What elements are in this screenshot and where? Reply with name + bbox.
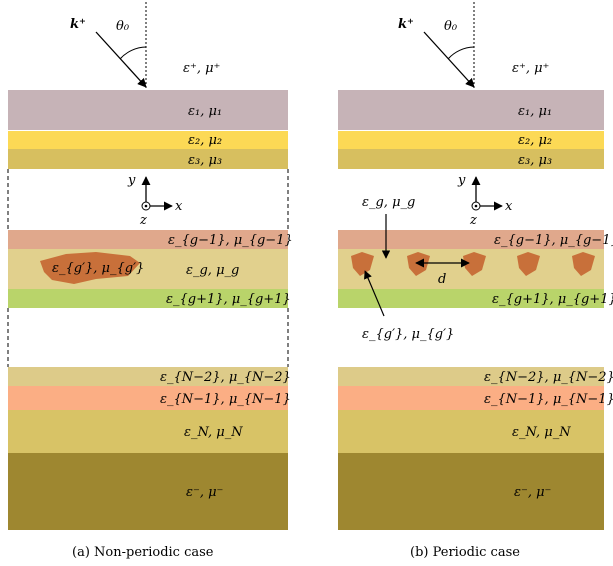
layer-n: [338, 410, 604, 453]
grating-label: ε_g, μ_g: [362, 195, 415, 210]
axes-b: y z x: [457, 173, 513, 228]
layer-n-minus-2: [8, 367, 288, 386]
panel-b: k⁺ θ₀ ε⁺, μ⁺ ε₁, μ₁ ε₂, μ₂ ε₃, μ₃ ε_{g−1…: [338, 2, 613, 560]
layer-1-label: ε₁, μ₁: [518, 104, 552, 119]
layer-3: [8, 149, 288, 169]
layer-2: [338, 131, 604, 149]
inclusion-blob: [40, 252, 140, 284]
layer-2-label: ε₂, μ₂: [188, 133, 222, 148]
axis-x-label: x: [175, 199, 183, 214]
layer-g-minus-1-label: ε_{g−1}, μ_{g−1}: [168, 233, 293, 248]
angle-arc: [119, 46, 147, 60]
inclusion-1: [351, 252, 374, 276]
incident-label: k⁺: [70, 17, 86, 32]
layer-n: [8, 410, 288, 453]
axes-a: y z x: [127, 173, 183, 228]
inclusion-4: [517, 252, 540, 276]
substrate-label: ε⁻, μ⁻: [514, 485, 551, 500]
caption-a: (a) Non-periodic case: [72, 545, 214, 560]
angle-label: θ₀: [116, 19, 130, 34]
layer-g-minus-1: [338, 230, 604, 249]
layer-g-minus-1-label: ε_{g−1}, μ_{g−1}: [494, 233, 613, 248]
layer-3: [338, 149, 604, 169]
layer-n-minus-1-label: ε_{N−1}, μ_{N−1}: [160, 392, 291, 407]
caption-b: (b) Periodic case: [410, 545, 520, 560]
layer-n-minus-2-label: ε_{N−2}, μ_{N−2}: [484, 370, 613, 385]
layer-g-plus-1: [338, 289, 604, 308]
layer-g-label: ε_g, μ_g: [186, 263, 239, 278]
axis-y-label: y: [127, 173, 136, 188]
axis-x-label: x: [505, 199, 513, 214]
inclusion-3: [463, 252, 486, 276]
layer-g-plus-1: [8, 289, 288, 308]
layer-2: [8, 131, 288, 149]
top-medium-label: ε⁺, μ⁺: [512, 61, 549, 76]
layer-3-label: ε₃, μ₃: [188, 153, 222, 168]
incident-label: k⁺: [398, 17, 414, 32]
layer-3-label: ε₃, μ₃: [518, 153, 552, 168]
layer-1-label: ε₁, μ₁: [188, 104, 222, 119]
layer-n-minus-1: [338, 386, 604, 410]
substrate: [8, 453, 288, 530]
layer-2-label: ε₂, μ₂: [518, 133, 552, 148]
layer-1: [8, 90, 288, 130]
angle-arc: [447, 46, 475, 60]
layer-n-minus-2-label: ε_{N−2}, μ_{N−2}: [160, 370, 291, 385]
incident-arrow: [95, 31, 147, 88]
inclusion-arrow: [364, 270, 385, 317]
layer-n-minus-1-label: ε_{N−1}, μ_{N−1}: [484, 392, 613, 407]
layer-n-label: ε_N, μ_N: [512, 425, 571, 440]
layer-1: [338, 90, 604, 130]
substrate: [338, 453, 604, 530]
layer-n-label: ε_N, μ_N: [184, 425, 243, 440]
top-medium-label: ε⁺, μ⁺: [183, 61, 220, 76]
axis-z-label: z: [469, 213, 477, 228]
layer-g-plus-1-label: ε_{g+1}, μ_{g+1}: [166, 292, 291, 307]
layer-g-plus-1-label: ε_{g+1}, μ_{g+1}: [492, 292, 613, 307]
inclusion-label: ε_{g′}, μ_{g′}: [362, 327, 454, 342]
substrate-label: ε⁻, μ⁻: [186, 485, 223, 500]
inclusion-5: [572, 252, 595, 276]
angle-label: θ₀: [444, 19, 458, 34]
layer-n-minus-2: [338, 367, 604, 386]
axis-y-label: y: [457, 173, 466, 188]
layer-g-minus-1: [8, 230, 288, 249]
layer-n-minus-1: [8, 386, 288, 410]
panel-a: k⁺ θ₀ ε⁺, μ⁺ ε₁, μ₁ ε₂, μ₂ ε₃, μ₃ ε_{g−1…: [7, 2, 293, 560]
inclusion-label: ε_{g′}, μ_{g′}: [52, 261, 144, 276]
period-label: d: [438, 272, 446, 287]
incident-arrow: [423, 31, 475, 88]
axis-z-label: z: [139, 213, 147, 228]
